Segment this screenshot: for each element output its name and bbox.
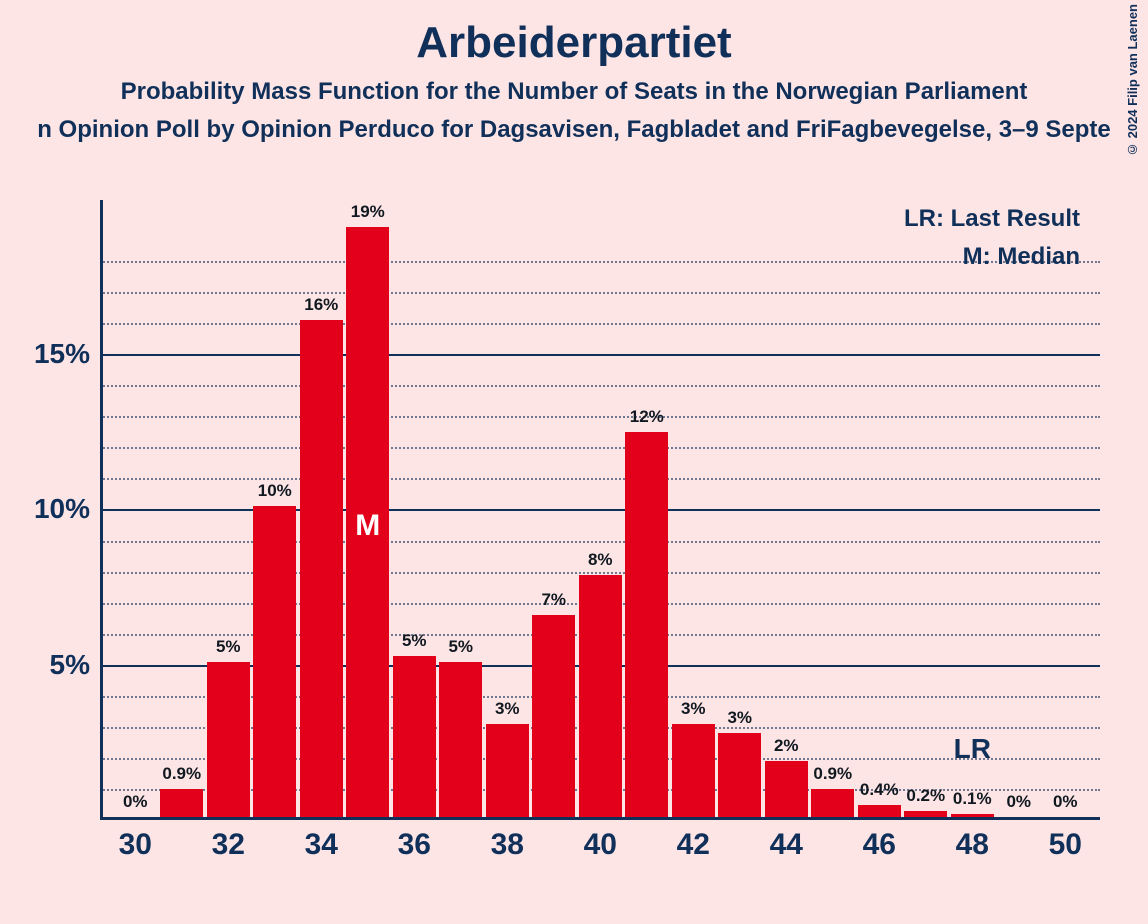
bar <box>439 662 482 817</box>
bar <box>300 320 343 817</box>
bar <box>765 761 808 817</box>
x-label: 50 <box>1049 828 1082 862</box>
y-label: 10% <box>34 493 90 525</box>
x-label: 42 <box>677 828 710 862</box>
chart-subtitle: Probability Mass Function for the Number… <box>0 78 1148 106</box>
bar <box>393 656 436 817</box>
bar <box>718 733 761 817</box>
bar-value-label: 3% <box>727 708 752 728</box>
bar <box>486 724 529 817</box>
bar <box>207 662 250 817</box>
bar <box>904 811 947 817</box>
grid-minor <box>100 261 1100 263</box>
x-label: 38 <box>491 828 524 862</box>
bar <box>253 506 296 817</box>
grid-minor <box>100 447 1100 449</box>
bar <box>160 789 203 817</box>
copyright-text: © 2024 Filip van Laenen <box>1125 4 1140 157</box>
legend-median: M: Median <box>904 238 1080 276</box>
x-label: 44 <box>770 828 803 862</box>
grid-minor <box>100 572 1100 574</box>
x-label: 34 <box>305 828 338 862</box>
grid-minor <box>100 292 1100 294</box>
x-label: 32 <box>212 828 245 862</box>
x-label: 36 <box>398 828 431 862</box>
legend-lr: LR: Last Result <box>904 200 1080 238</box>
bar-value-label: 3% <box>681 699 706 719</box>
bar-value-label: 8% <box>588 550 613 570</box>
bar <box>858 805 901 817</box>
bar-value-label: 10% <box>258 481 292 501</box>
bar-value-label: 0.2% <box>906 786 945 806</box>
grid-major <box>100 354 1100 356</box>
bar-value-label: 7% <box>541 590 566 610</box>
chart-subtitle-2: n Opinion Poll by Opinion Perduco for Da… <box>0 116 1148 144</box>
lr-marker: LR <box>954 733 991 765</box>
bar-value-label: 0.1% <box>953 789 992 809</box>
grid-minor <box>100 478 1100 480</box>
bar-value-label: 5% <box>402 631 427 651</box>
median-marker: M <box>355 509 380 543</box>
y-label: 15% <box>34 338 90 370</box>
x-label: 48 <box>956 828 989 862</box>
bar <box>532 615 575 817</box>
grid-major <box>100 509 1100 511</box>
bar-value-label: 0% <box>123 792 148 812</box>
chart-area: LR: Last Result M: Median 5%10%15% 0%0.9… <box>100 200 1100 820</box>
x-label: 30 <box>119 828 152 862</box>
bar-value-label: 0.9% <box>162 764 201 784</box>
bar-value-label: 3% <box>495 699 520 719</box>
y-label: 5% <box>50 649 90 681</box>
grid-minor <box>100 416 1100 418</box>
bar-value-label: 19% <box>351 202 385 222</box>
grid-minor <box>100 323 1100 325</box>
bar <box>811 789 854 817</box>
bar-value-label: 5% <box>448 637 473 657</box>
bar-value-label: 12% <box>630 407 664 427</box>
bar <box>625 432 668 817</box>
bar <box>672 724 715 817</box>
bar-value-label: 0% <box>1006 792 1031 812</box>
bar-value-label: 2% <box>774 736 799 756</box>
bar <box>951 814 994 817</box>
bar <box>579 575 622 817</box>
chart-title: Arbeiderpartiet <box>0 0 1148 68</box>
x-axis <box>100 817 1100 820</box>
x-label: 40 <box>584 828 617 862</box>
x-label: 46 <box>863 828 896 862</box>
legend: LR: Last Result M: Median <box>904 200 1080 277</box>
bar-value-label: 0% <box>1053 792 1078 812</box>
bar-value-label: 16% <box>304 295 338 315</box>
grid-minor <box>100 385 1100 387</box>
bar-value-label: 0.9% <box>813 764 852 784</box>
bar-value-label: 5% <box>216 637 241 657</box>
bar-value-label: 0.4% <box>860 780 899 800</box>
grid-minor <box>100 541 1100 543</box>
